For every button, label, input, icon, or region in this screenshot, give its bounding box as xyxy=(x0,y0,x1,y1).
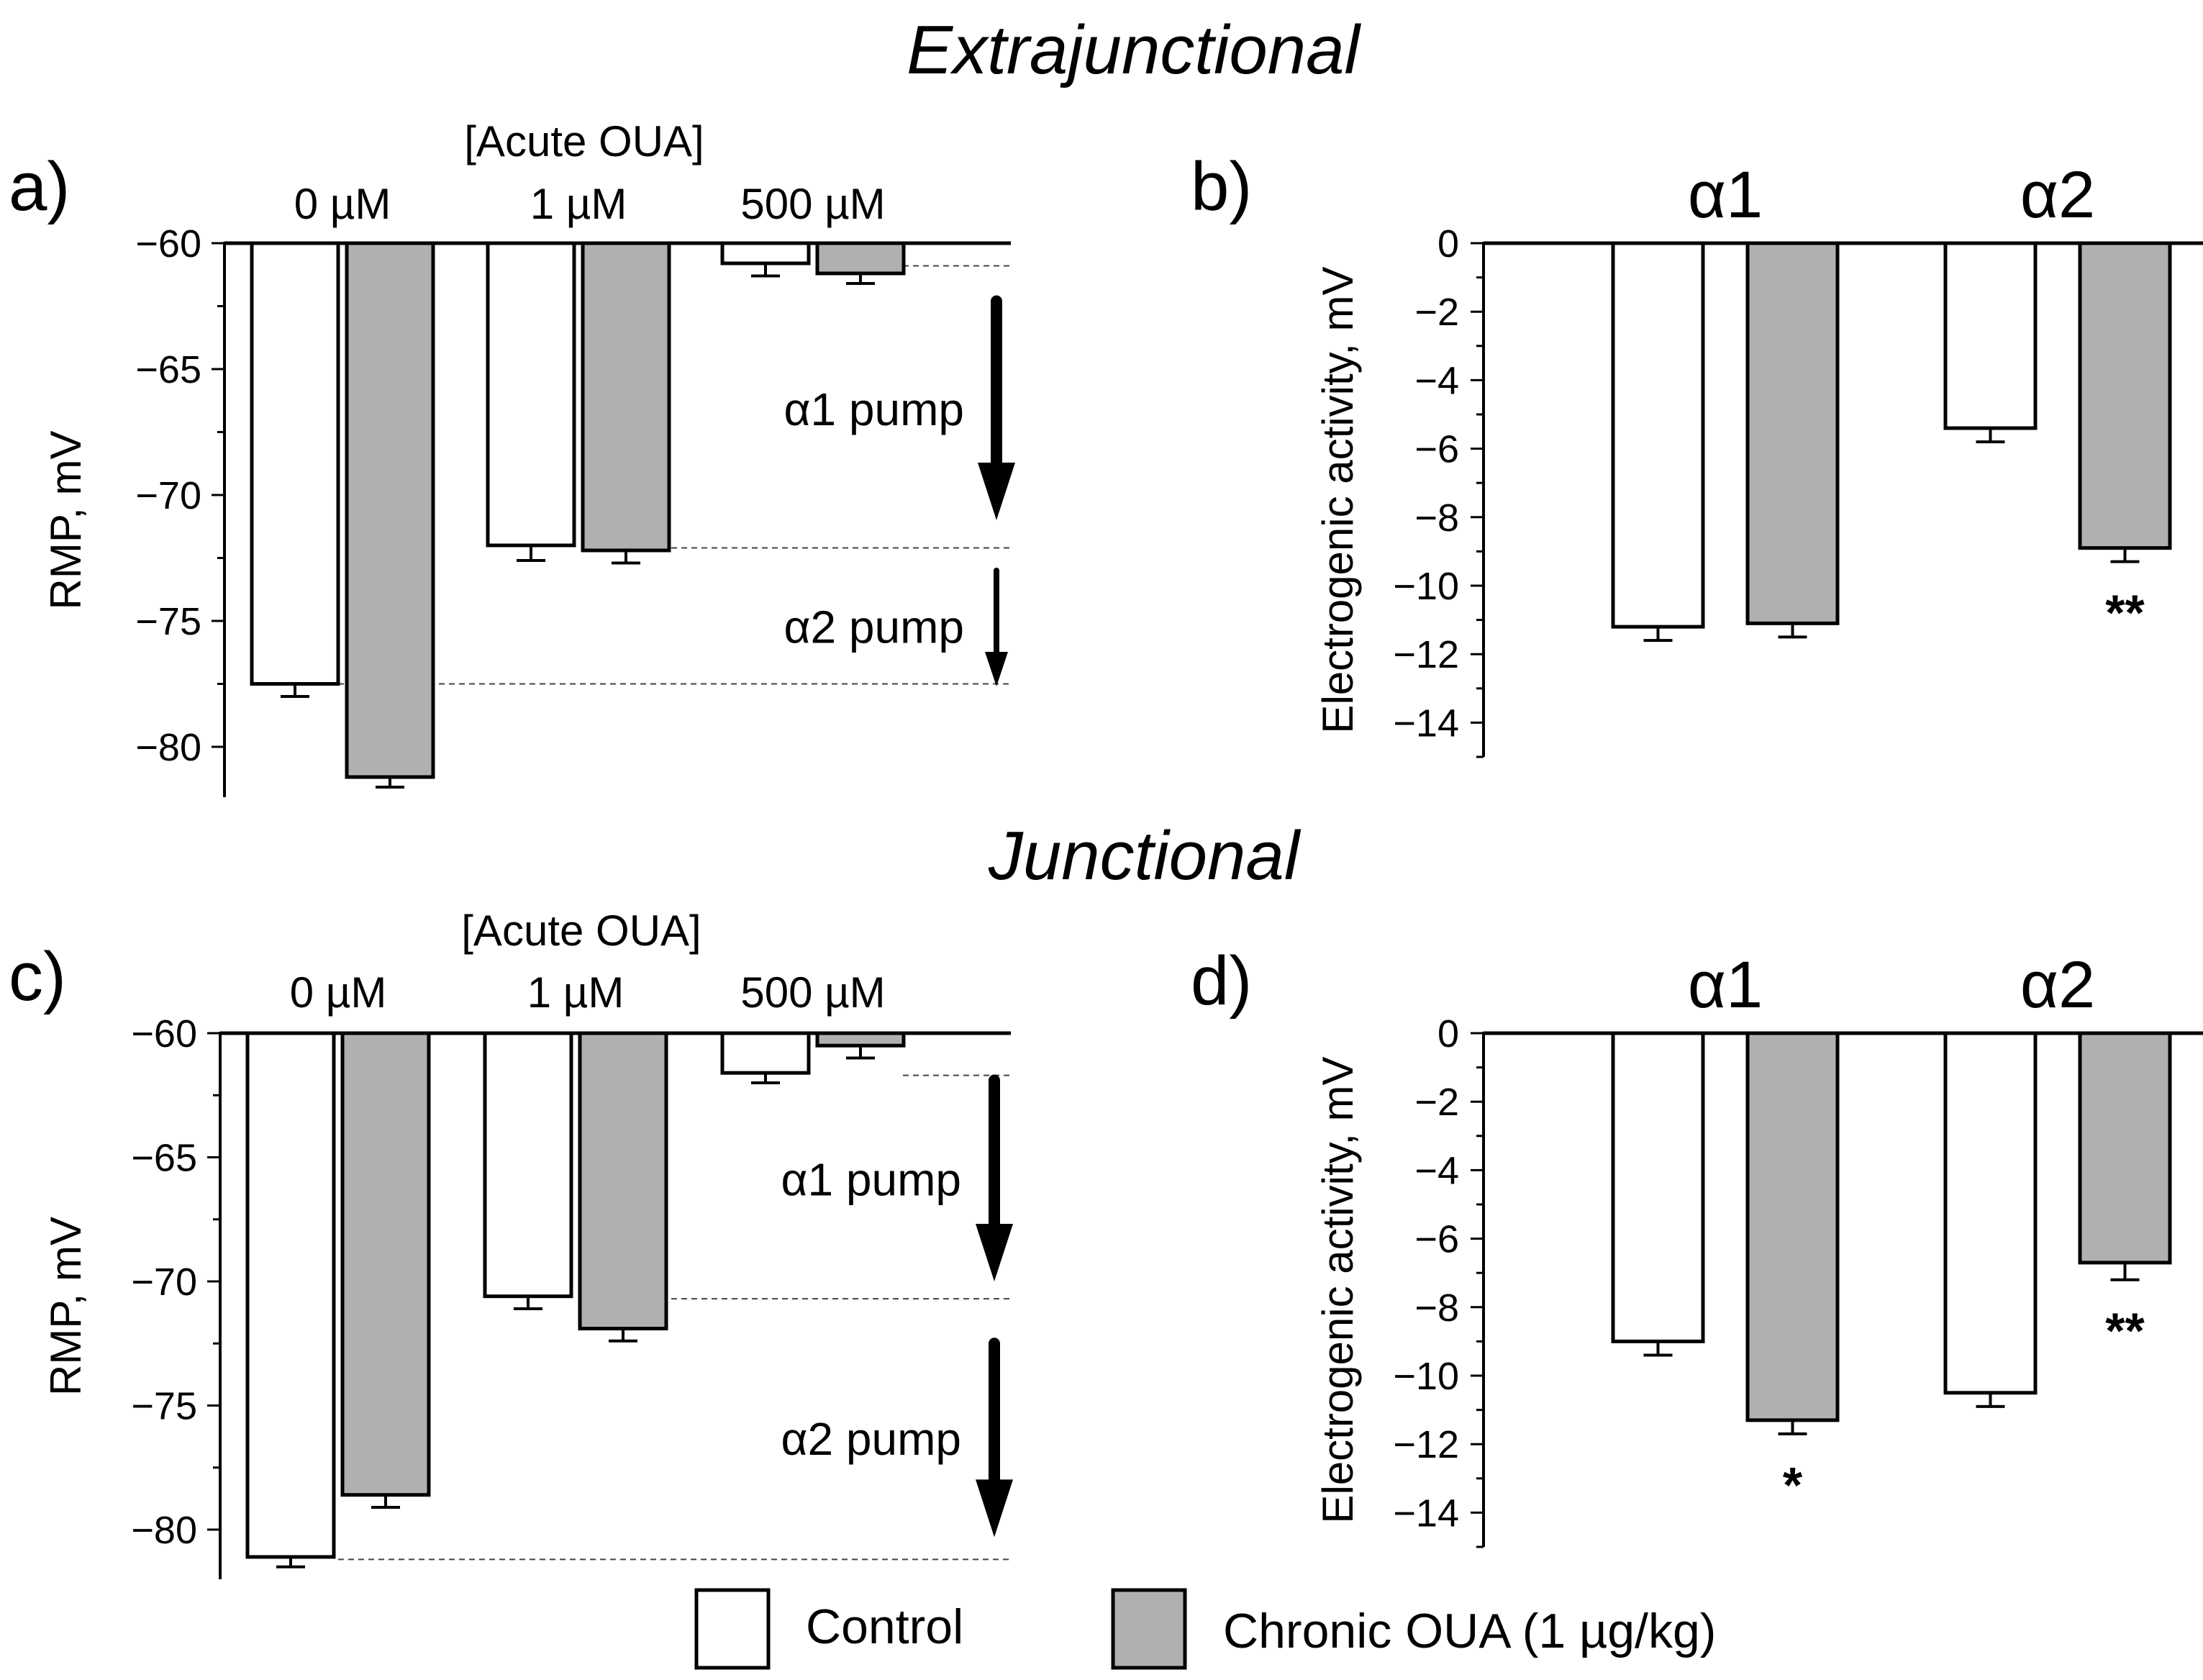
y-tick-label: −75 xyxy=(135,600,201,643)
bar-chronic-1 xyxy=(581,241,671,553)
panel-label: d) xyxy=(1191,943,1252,1020)
significance-marker: ** xyxy=(2105,1303,2145,1359)
y-tick-label: −65 xyxy=(135,348,201,391)
y-tick-label: −10 xyxy=(1393,1355,1459,1398)
legend-swatch-control xyxy=(694,1588,771,1670)
section-title-extrajunctional: Extrajunctional xyxy=(907,12,1361,88)
bar-chronic-2 xyxy=(815,1031,906,1048)
y-tick-label: −2 xyxy=(1414,1081,1459,1124)
category-label: α2 xyxy=(2020,158,2095,232)
y-axis-label: RMP, mV xyxy=(42,1217,90,1396)
legend-label-control: Control xyxy=(806,1599,963,1654)
group-title: [Acute OUA] xyxy=(464,117,704,165)
category-label: α1 xyxy=(1688,948,1763,1022)
y-tick-label: −4 xyxy=(1414,1149,1459,1192)
y-axis-label: RMP, mV xyxy=(42,431,90,610)
y-tick-label: −8 xyxy=(1414,496,1459,540)
panel-a: a) −60 −65 −70 −75 −80 RMP, mV 0 µM 1 µM 500 µM [A… xyxy=(9,117,1015,797)
y-tick-label: −4 xyxy=(1414,359,1459,402)
bar-control-0 xyxy=(1611,1031,1705,1343)
y-tick-label: −70 xyxy=(135,474,201,517)
pump-label: α1 pump xyxy=(781,1153,961,1205)
panel-label: a) xyxy=(9,148,70,225)
category-label: 1 µM xyxy=(530,180,627,228)
panel-d: d) 0 −2 −4 −6 −8 −10 −12 −14 Electrogenic activit… xyxy=(1191,943,2203,1548)
panel-c: c) −60 −65 −70 −75 −80 RMP, mV 0 µM 1 µM 500 µM [A… xyxy=(9,907,1013,1579)
legend-label-chronic: Chronic OUA (1 µg/kg) xyxy=(1223,1604,1716,1658)
pump-label: α2 pump xyxy=(781,1413,961,1465)
y-tick-label: 0 xyxy=(1437,1012,1459,1055)
y-axis-label: Electrogenic activity, mV xyxy=(1314,1056,1362,1523)
y-tick-label: −60 xyxy=(131,1012,197,1055)
y-tick-label: −2 xyxy=(1414,291,1459,334)
pump-arrow-head xyxy=(976,1224,1013,1281)
pump-arrow-head xyxy=(985,652,1008,686)
y-tick-label: −75 xyxy=(131,1385,197,1428)
bar-chronic-1 xyxy=(2078,241,2172,550)
y-tick-label: −60 xyxy=(135,222,201,265)
panel-label: b) xyxy=(1191,148,1252,225)
pump-label: α1 pump xyxy=(784,383,964,435)
category-label: α1 xyxy=(1688,158,1763,232)
legend-swatch-chronic xyxy=(1111,1588,1187,1670)
pump-arrow-head xyxy=(978,463,1015,520)
bar-control-1 xyxy=(486,241,576,548)
category-label: 0 µM xyxy=(290,968,387,1017)
bar-control-1 xyxy=(483,1031,573,1299)
bar-control-0 xyxy=(245,1031,336,1559)
bar-control-1 xyxy=(1943,241,2038,430)
bar-control-0 xyxy=(1611,241,1705,629)
y-tick-label: −80 xyxy=(131,1509,197,1552)
group-title: [Acute OUA] xyxy=(461,907,701,955)
y-tick-label: −70 xyxy=(131,1261,197,1304)
y-tick-label: −10 xyxy=(1393,565,1459,608)
y-tick-label: 0 xyxy=(1437,222,1459,265)
pump-arrow-head xyxy=(976,1479,1013,1538)
bar-chronic-2 xyxy=(815,241,906,276)
bar-chronic-1 xyxy=(2078,1031,2172,1265)
y-tick-label: −80 xyxy=(135,726,201,769)
y-tick-label: −6 xyxy=(1414,428,1459,471)
y-tick-label: −14 xyxy=(1393,701,1459,745)
bar-chronic-0 xyxy=(1745,241,1840,625)
y-tick-label: −12 xyxy=(1393,633,1459,676)
bar-chronic-0 xyxy=(340,1031,431,1497)
bar-control-0 xyxy=(250,241,340,686)
category-label: 500 µM xyxy=(740,968,885,1017)
panel-label: c) xyxy=(9,938,66,1015)
y-tick-label: −65 xyxy=(131,1137,197,1180)
y-tick-label: −12 xyxy=(1393,1423,1459,1466)
category-label: 0 µM xyxy=(294,180,391,228)
y-tick-label: −14 xyxy=(1393,1491,1459,1535)
bar-control-2 xyxy=(720,241,811,265)
category-label: α2 xyxy=(2020,948,2095,1022)
significance-marker: ** xyxy=(2105,585,2145,641)
y-axis-label: Electrogenic activity, mV xyxy=(1314,266,1362,733)
bar-chronic-0 xyxy=(1745,1031,1840,1422)
category-label: 500 µM xyxy=(740,180,885,228)
bar-control-1 xyxy=(1943,1031,2038,1395)
significance-marker: * xyxy=(1783,1457,1803,1513)
bar-chronic-0 xyxy=(345,241,435,779)
legend: Control Chronic OUA (1 µg/kg) xyxy=(694,1588,1716,1670)
category-label: 1 µM xyxy=(527,968,624,1017)
y-tick-label: −6 xyxy=(1414,1218,1459,1261)
y-tick-label: −8 xyxy=(1414,1286,1459,1330)
pump-label: α2 pump xyxy=(784,601,964,653)
section-title-junctional: Junctional xyxy=(988,817,1302,894)
bar-control-2 xyxy=(720,1031,811,1075)
panel-b: b) 0 −2 −4 −6 −8 −10 −12 −14 Electrogenic activit… xyxy=(1191,148,2203,758)
bar-chronic-1 xyxy=(578,1031,668,1331)
